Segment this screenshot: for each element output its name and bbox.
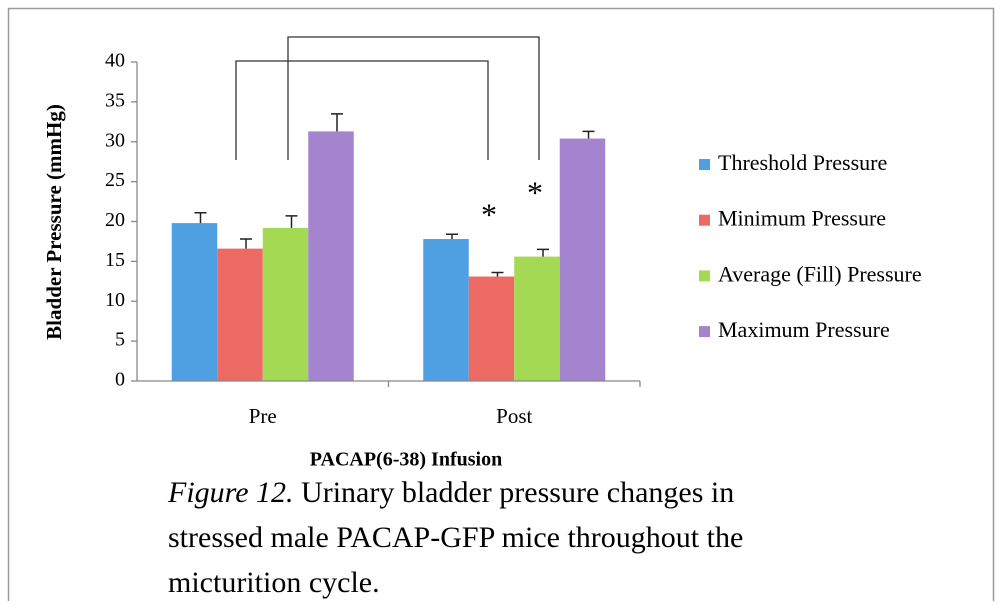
- figure-label: Figure 12.: [168, 476, 294, 509]
- legend-label: Threshold Pressure: [718, 150, 887, 175]
- error-bar: [446, 233, 458, 240]
- x-tick-label: Post: [496, 404, 532, 428]
- significance-bracket: [287, 36, 540, 160]
- legend-swatch: [699, 214, 710, 226]
- error-bar: [491, 271, 504, 277]
- bar: [217, 248, 263, 381]
- legend-label: Average (Fill) Pressure: [718, 261, 922, 286]
- error-bar: [582, 130, 595, 139]
- legend-swatch: [699, 270, 710, 282]
- bar: [423, 239, 469, 381]
- bar: [559, 138, 606, 381]
- legend-label: Minimum Pressure: [718, 206, 886, 231]
- error-bar: [285, 215, 298, 228]
- bar: [262, 227, 309, 381]
- annotation: *: [481, 196, 497, 232]
- bar: [308, 131, 354, 381]
- y-tick-label: 25: [105, 169, 125, 191]
- error-bar: [240, 238, 252, 249]
- bar: [514, 256, 560, 381]
- y-tick-label: 10: [105, 289, 125, 311]
- y-tick-label: 20: [105, 209, 125, 231]
- legend-swatch: [699, 326, 710, 338]
- y-tick-label: 0: [115, 369, 125, 391]
- x-axis-title: PACAP(6-38) Infusion: [310, 449, 502, 471]
- bar: [468, 276, 515, 381]
- y-tick-label: 35: [105, 89, 125, 111]
- caption-text: Urinary bladder pressure changes in stre…: [168, 476, 744, 599]
- frame: [7, 7, 995, 601]
- y-tick-label: 30: [105, 129, 125, 151]
- caption: Figure 12. Urinary bladder pressure chan…: [168, 470, 818, 605]
- bar: [171, 223, 218, 381]
- y-tick-label: 40: [105, 50, 125, 72]
- y-tick-label: 15: [105, 249, 125, 271]
- error-bar: [194, 211, 207, 224]
- y-axis-title: Bladder Pressure (mmHg): [42, 104, 66, 340]
- annotation: *: [527, 174, 543, 210]
- y-tick-label: 5: [115, 329, 125, 351]
- error-bar: [331, 113, 343, 132]
- legend-swatch: [699, 159, 710, 170]
- significance-bracket: [235, 60, 489, 160]
- x-tick-label: Pre: [249, 404, 277, 428]
- legend-label: Maximum Pressure: [718, 317, 890, 342]
- error-bar: [537, 248, 549, 257]
